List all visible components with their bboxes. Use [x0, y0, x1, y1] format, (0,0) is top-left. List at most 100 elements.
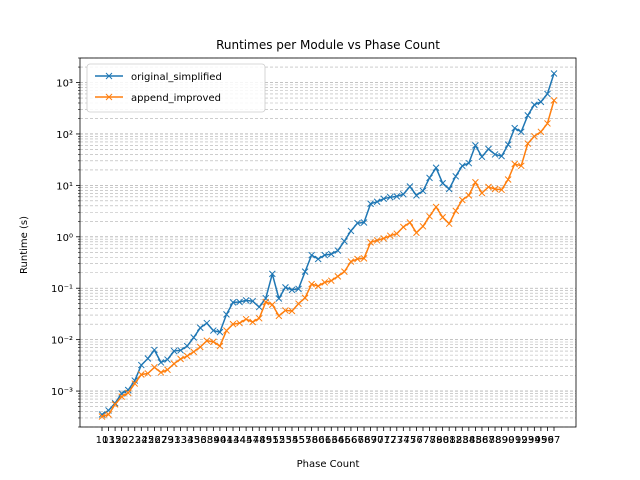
x-tick-label: 80 [436, 435, 449, 446]
data-point-marker [485, 183, 492, 191]
series-group [98, 70, 558, 420]
data-point-marker [157, 369, 165, 376]
data-point-marker [517, 162, 525, 170]
data-point-marker [334, 273, 342, 280]
x-tick-label: 31 [168, 435, 181, 446]
data-point-marker [426, 174, 433, 182]
data-point-marker [530, 132, 538, 140]
x-tick-label: 43 [227, 435, 240, 446]
data-point-marker [229, 320, 237, 328]
x-tick-label: 61 [318, 435, 331, 446]
x-tick-label: 15 [109, 435, 122, 446]
data-point-marker [458, 196, 466, 204]
data-point-marker [144, 370, 152, 377]
data-point-marker [203, 319, 211, 327]
data-point-marker [347, 258, 355, 265]
data-point-marker [341, 268, 348, 276]
data-point-marker [354, 255, 361, 263]
data-point-marker [229, 299, 237, 306]
x-tick-label: 93 [521, 435, 534, 446]
legend-label: append_improved [131, 93, 221, 104]
data-point-marker [373, 198, 381, 206]
x-tick-label: 63 [325, 435, 338, 446]
data-point-marker [262, 298, 270, 306]
x-tick-label: 91 [508, 435, 521, 446]
x-tick-label: 92 [515, 435, 528, 446]
x-tick-label: 49 [259, 435, 272, 446]
data-point-marker [406, 183, 414, 190]
data-point-marker [393, 230, 401, 238]
x-tick-label: 69 [364, 435, 377, 446]
data-point-marker [255, 303, 263, 311]
data-point-marker [458, 162, 466, 170]
data-point-marker [223, 311, 230, 318]
data-point-marker [137, 361, 145, 369]
data-point-marker [301, 268, 309, 276]
data-point-marker [524, 112, 532, 119]
series-line-original-simplified [101, 73, 555, 416]
data-point-marker [177, 346, 184, 354]
data-point-marker [242, 297, 250, 304]
x-tick-label: 57 [299, 435, 312, 446]
data-point-marker [511, 124, 519, 132]
data-point-marker [399, 223, 407, 231]
data-point-marker [478, 189, 486, 197]
x-tick-label: 60 [312, 435, 325, 446]
data-point-marker [537, 98, 545, 106]
data-point-marker [465, 159, 473, 167]
data-point-marker [550, 70, 558, 77]
y-tick-label: 10⁻¹ [51, 284, 73, 295]
x-tick-label: 26 [148, 435, 161, 446]
x-tick-label: 77 [417, 435, 430, 446]
data-point-marker [314, 255, 322, 263]
y-tick-label: 10¹ [56, 181, 73, 192]
x-tick-label: 47 [246, 435, 259, 446]
data-point-marker [137, 371, 145, 378]
x-tick-label: 39 [207, 435, 220, 446]
data-point-marker [190, 334, 198, 341]
data-point-marker [183, 352, 191, 360]
data-point-marker [249, 297, 257, 305]
data-point-marker [432, 203, 440, 211]
x-tick-label: 55 [292, 435, 305, 446]
data-point-marker [544, 90, 551, 98]
x-tick-label: 29 [161, 435, 174, 446]
data-point-marker [268, 301, 276, 308]
data-point-marker [124, 389, 132, 397]
x-tick-label: 74 [397, 435, 410, 446]
x-tick-label: 72 [384, 435, 397, 446]
data-point-marker [327, 250, 335, 258]
data-point-marker [432, 164, 440, 172]
data-point-marker [321, 279, 329, 286]
data-point-marker [399, 190, 407, 198]
x-tick-label: 68 [358, 435, 371, 446]
x-tick-label: 76 [410, 435, 423, 446]
data-point-marker [275, 312, 283, 320]
data-point-marker [478, 153, 486, 161]
data-point-marker [268, 270, 276, 278]
data-point-marker [327, 277, 335, 285]
data-point-marker [308, 251, 315, 259]
x-tick-label: 27 [155, 435, 168, 446]
x-tick-label: 96 [541, 435, 554, 446]
data-point-marker [380, 235, 388, 242]
data-point-marker [491, 151, 499, 158]
x-tick-label: 33 [174, 435, 187, 446]
data-point-marker [255, 314, 263, 322]
data-point-marker [504, 176, 512, 183]
x-tick-label: 71 [377, 435, 390, 446]
data-point-marker [177, 355, 184, 363]
data-point-marker [236, 298, 243, 306]
x-tick-label: 41 [220, 435, 233, 446]
x-tick-label: 85 [469, 435, 482, 446]
data-point-marker [439, 179, 446, 187]
data-point-marker [131, 380, 139, 387]
y-axis-label: Runtime (s) [19, 216, 30, 274]
data-point-marker [124, 386, 132, 394]
y-tick-label: 10² [56, 130, 73, 141]
x-tick-label: 38 [200, 435, 213, 446]
data-point-marker [321, 251, 329, 259]
data-point-marker [282, 307, 289, 314]
x-tick-label: 73 [390, 435, 403, 446]
x-tick-label: 79 [430, 435, 443, 446]
